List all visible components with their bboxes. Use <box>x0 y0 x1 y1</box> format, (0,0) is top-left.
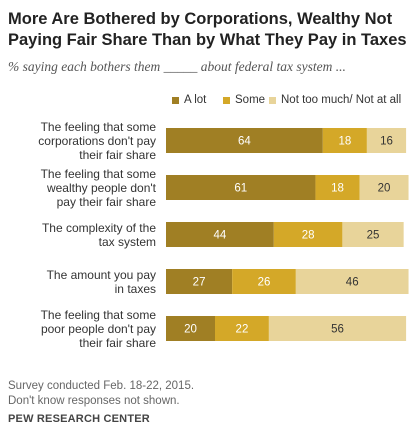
category-label-line: their fair share <box>79 335 156 350</box>
category-label-line: The feeling that some <box>40 307 156 322</box>
survey-note: Survey conducted Feb. 18-22, 2015. <box>8 380 195 392</box>
bar-segment-a-lot <box>166 128 323 153</box>
category-label: The feeling that some poor people don't p… <box>0 308 156 350</box>
category-label-line: corporations don't pay <box>38 133 156 148</box>
bar-segment-some <box>232 269 296 294</box>
bar-segment-not-too-much-not-at-all <box>342 222 404 247</box>
category-label-line: The amount you pay <box>46 267 156 282</box>
bar-segment-some <box>322 128 367 153</box>
bar-segment-some <box>273 222 343 247</box>
category-label-line: The complexity of the <box>41 220 156 235</box>
bar-value-label: 22 <box>236 324 249 336</box>
bar-value-label: 44 <box>214 230 227 242</box>
bar-value-label: 20 <box>184 324 197 336</box>
bar-value-label: 56 <box>331 324 344 336</box>
legend-label-a-lot: A lot <box>184 94 207 106</box>
legend-label-some: Some <box>235 94 266 106</box>
category-label-line: in taxes <box>114 281 156 296</box>
bar-segment-some <box>315 175 360 200</box>
legend-item-some: Some <box>223 94 265 106</box>
bar-value-label: 27 <box>193 277 206 289</box>
bar-value-label: 46 <box>346 277 359 289</box>
source-label: PEW RESEARCH CENTER <box>8 413 150 425</box>
category-label: The complexity of the tax system <box>0 221 156 249</box>
category-label: The feeling that some wealthy people don'… <box>0 167 156 209</box>
bar-segment-not-too-much-not-at-all <box>359 175 409 200</box>
category-label-line: tax system <box>98 234 156 249</box>
legend-item-not-too-much: Not too much/ Not at all <box>269 94 401 106</box>
category-label-line: poor people don't pay <box>40 321 156 336</box>
category-label-line: The feeling that some <box>40 166 156 181</box>
bar-segment-not-too-much-not-at-all <box>295 269 409 294</box>
bar-value-label: 18 <box>338 136 351 148</box>
dont-know-note: Don't know responses not shown. <box>8 395 180 407</box>
bar-value-label: 28 <box>302 230 315 242</box>
category-label-line: pay their fair share <box>56 194 156 209</box>
bar-value-label: 25 <box>367 230 380 242</box>
category-label-line: their fair share <box>79 147 156 162</box>
chart-subtitle: % saying each bothers them _____ about f… <box>8 59 346 74</box>
legend-label-not-too-much: Not too much/ Not at all <box>281 94 402 106</box>
bar-segment-a-lot <box>166 269 233 294</box>
bar-segment-a-lot <box>166 222 274 247</box>
legend-swatch-some <box>223 96 230 104</box>
category-label-line: The feeling that some <box>40 119 156 134</box>
legend-item-a-lot: A lot <box>172 94 206 106</box>
bar-value-label: 20 <box>378 183 391 195</box>
bar-segment-not-too-much-not-at-all <box>268 316 407 341</box>
bar-segment-not-too-much-not-at-all <box>366 128 407 153</box>
category-label-line: wealthy people don't <box>46 180 156 195</box>
bar-segment-a-lot <box>166 316 215 341</box>
bar-value-label: 18 <box>331 183 344 195</box>
bar-value-label: 26 <box>258 277 271 289</box>
bar-value-label: 16 <box>380 136 393 148</box>
category-label: The amount you pay in taxes <box>0 268 156 296</box>
bar-segment-some <box>215 316 269 341</box>
chart-title: More Are Bothered by Corporations, Wealt… <box>8 10 407 49</box>
bar-value-label: 61 <box>234 183 247 195</box>
legend-swatch-a-lot <box>172 96 179 104</box>
bar-value-label: 64 <box>238 136 251 148</box>
legend-swatch-not-too-much <box>269 96 276 104</box>
bar-segment-a-lot <box>166 175 316 200</box>
category-label: The feeling that some corporations don't … <box>0 120 156 162</box>
